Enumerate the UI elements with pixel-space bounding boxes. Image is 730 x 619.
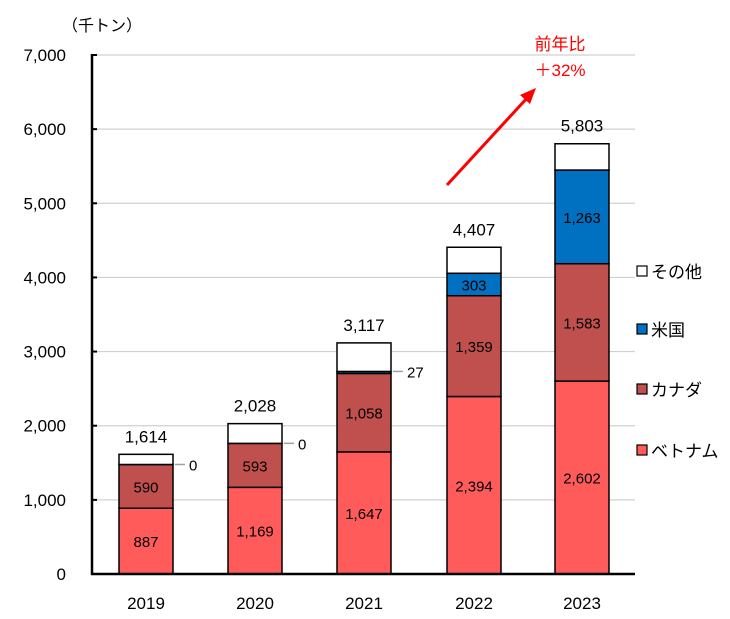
y-tick-label: 7,000 (23, 46, 66, 65)
segment-value-label: 2,602 (563, 471, 601, 488)
bar-segment-2021-3 (336, 342, 392, 373)
bar-segment-2023-2 (554, 169, 610, 265)
bar-segment-2023-1 (554, 262, 610, 382)
legend-label: その他 (651, 263, 702, 282)
bar-segment-2023-0 (554, 380, 610, 575)
y-axis-unit-label: （千トン） (62, 17, 142, 35)
axes (90, 54, 635, 576)
segment-value-label: 0 (189, 457, 197, 474)
legend-label: 米国 (651, 321, 685, 340)
segment-value-label: 2,394 (455, 478, 493, 495)
bar-segment-2022-1 (446, 294, 502, 398)
y-tick-label: 3,000 (23, 343, 66, 362)
growth-arrow-line (445, 95, 530, 187)
segment-value-label: 1,647 (345, 506, 383, 523)
total-label: 3,117 (343, 316, 384, 335)
bar-segment-2019-3 (118, 453, 174, 466)
bar-segment-2022-0 (446, 395, 502, 575)
y-tick-label: 0 (57, 565, 66, 584)
annotation-line1: 前年比 (535, 35, 586, 54)
segment-value-label: 1,583 (563, 315, 601, 332)
segment-value-label: 887 (133, 534, 158, 551)
legend-label: カナダ (651, 381, 702, 400)
x-tick-label: 2019 (127, 594, 165, 613)
total-label: 1,614 (125, 427, 168, 446)
growth-annotation: 前年比 ＋32% (445, 35, 586, 187)
total-label: 4,407 (453, 220, 496, 239)
labels: 0 1,000 2,000 3,000 4,000 5,000 6,000 7,000 887 5… (23, 46, 603, 613)
bar-segment-2023-3 (554, 142, 610, 171)
legend-swatch (636, 265, 648, 277)
segment-value-label: 1,263 (563, 210, 601, 227)
segment-value-label: 1,359 (455, 339, 493, 356)
legend-swatch (636, 323, 648, 335)
bar-segment-2020-1 (227, 442, 283, 489)
y-tick-label: 4,000 (23, 268, 66, 287)
legend-swatch (636, 383, 648, 395)
x-tick-label: 2023 (563, 594, 601, 613)
bar-segment-2020-0 (227, 486, 283, 575)
bar-segment-2019-1 (118, 463, 174, 509)
total-label: 2,028 (234, 397, 277, 416)
x-tick-label: 2020 (236, 594, 274, 613)
segment-value-label: 590 (133, 479, 158, 496)
bar-segment-2020-3 (227, 422, 283, 445)
bar-segment-2021-0 (336, 451, 392, 575)
legend-swatch (636, 444, 648, 456)
bars (118, 142, 610, 575)
segment-value-label: 303 (461, 278, 486, 295)
y-tick-label: 5,000 (23, 194, 66, 213)
bar-segment-2022-3 (446, 246, 502, 275)
segment-value-label: 1,058 (345, 406, 383, 423)
x-tick-label: 2022 (455, 594, 493, 613)
segment-value-label: 593 (242, 458, 267, 475)
bar-segment-2021-1 (336, 372, 392, 453)
y-tick-label: 1,000 (23, 491, 66, 510)
legend-label: ベトナム (651, 442, 719, 461)
segment-value-label: 0 (298, 436, 306, 453)
total-label: 5,803 (561, 117, 604, 136)
growth-arrow-head (520, 88, 536, 104)
x-tick-label: 2021 (345, 594, 383, 613)
annotation-line2: ＋32% (534, 61, 585, 80)
y-tick-label: 6,000 (23, 120, 66, 139)
segment-value-label: 1,169 (236, 524, 274, 541)
y-tick-label: 2,000 (23, 417, 66, 436)
segment-value-label: 27 (407, 364, 424, 381)
